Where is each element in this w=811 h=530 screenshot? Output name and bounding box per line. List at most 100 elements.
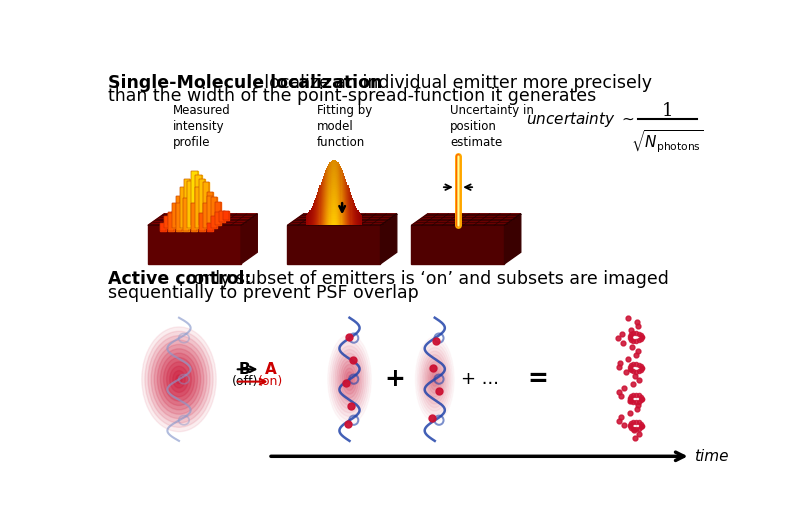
- Bar: [210, 216, 217, 228]
- Polygon shape: [504, 214, 520, 264]
- Polygon shape: [241, 214, 257, 264]
- Bar: [211, 197, 217, 223]
- Bar: [164, 216, 170, 228]
- Ellipse shape: [431, 372, 437, 386]
- Polygon shape: [380, 214, 397, 264]
- Bar: [191, 191, 198, 219]
- Ellipse shape: [337, 354, 362, 405]
- Polygon shape: [148, 225, 241, 264]
- Bar: [176, 196, 182, 225]
- Ellipse shape: [344, 368, 354, 391]
- Ellipse shape: [148, 335, 210, 423]
- Text: B: B: [238, 362, 251, 377]
- Bar: [183, 198, 189, 231]
- Ellipse shape: [340, 361, 358, 398]
- Bar: [222, 211, 229, 219]
- Bar: [191, 171, 197, 225]
- Text: A: A: [264, 362, 276, 377]
- Bar: [215, 202, 221, 219]
- Bar: [184, 202, 190, 219]
- Bar: [175, 203, 182, 231]
- Bar: [203, 202, 208, 228]
- Ellipse shape: [335, 349, 363, 409]
- Bar: [168, 214, 174, 231]
- Bar: [183, 179, 190, 225]
- Text: Fitting by
model
function: Fitting by model function: [316, 104, 371, 148]
- Bar: [200, 187, 205, 219]
- Bar: [195, 188, 201, 228]
- Text: Single-Molecule localization: Single-Molecule localization: [108, 74, 382, 92]
- Ellipse shape: [347, 376, 351, 383]
- Bar: [195, 175, 201, 223]
- Bar: [214, 212, 221, 225]
- Bar: [172, 210, 178, 223]
- Ellipse shape: [427, 365, 440, 393]
- Bar: [175, 203, 182, 231]
- Ellipse shape: [176, 375, 182, 384]
- Bar: [168, 212, 174, 225]
- Bar: [218, 210, 225, 223]
- Bar: [160, 223, 166, 231]
- Text: =: =: [526, 367, 547, 391]
- Bar: [199, 214, 204, 231]
- Ellipse shape: [173, 370, 185, 388]
- Text: than the width of the point-spread-function it generates: than the width of the point-spread-funct…: [108, 87, 595, 105]
- Ellipse shape: [161, 353, 197, 405]
- Text: +: +: [384, 367, 405, 391]
- Text: Uncertainty in
position
estimate: Uncertainty in position estimate: [449, 104, 534, 148]
- Bar: [195, 188, 201, 228]
- Bar: [168, 212, 174, 225]
- Text: $\sqrt{N_{\rm photons}}$: $\sqrt{N_{\rm photons}}$: [630, 128, 703, 155]
- Text: sequentially to prevent PSF overlap: sequentially to prevent PSF overlap: [108, 284, 418, 302]
- Bar: [168, 214, 174, 231]
- Bar: [206, 223, 212, 231]
- Bar: [222, 211, 229, 219]
- Bar: [183, 179, 190, 225]
- Bar: [215, 202, 221, 219]
- Bar: [172, 202, 178, 228]
- Bar: [203, 182, 209, 223]
- Bar: [176, 211, 182, 219]
- Polygon shape: [411, 225, 504, 264]
- Ellipse shape: [144, 331, 212, 427]
- Bar: [191, 171, 197, 225]
- Bar: [195, 175, 201, 223]
- Bar: [191, 191, 198, 219]
- Bar: [199, 214, 204, 231]
- Ellipse shape: [342, 365, 356, 394]
- Bar: [191, 203, 197, 231]
- Text: (on): (on): [258, 375, 283, 388]
- Ellipse shape: [338, 357, 360, 402]
- Bar: [179, 188, 186, 228]
- Ellipse shape: [432, 376, 436, 383]
- Ellipse shape: [169, 366, 188, 392]
- Text: + ...: + ...: [460, 370, 498, 388]
- Bar: [214, 212, 221, 225]
- Text: time: time: [693, 449, 728, 464]
- Bar: [211, 197, 217, 223]
- Bar: [207, 196, 212, 225]
- Bar: [199, 179, 205, 225]
- Ellipse shape: [151, 340, 207, 419]
- Ellipse shape: [142, 327, 216, 431]
- Ellipse shape: [157, 349, 200, 410]
- Bar: [203, 202, 208, 228]
- Ellipse shape: [423, 355, 445, 404]
- Text: only subset of emitters is ‘on’ and subsets are imaged: only subset of emitters is ‘on’ and subs…: [187, 270, 667, 288]
- Bar: [176, 211, 182, 219]
- Polygon shape: [287, 225, 380, 264]
- Ellipse shape: [426, 361, 442, 397]
- Bar: [164, 216, 170, 228]
- Bar: [187, 181, 193, 228]
- Bar: [218, 210, 225, 223]
- Text: $\mathit{uncertainty}\ \sim$: $\mathit{uncertainty}\ \sim$: [526, 110, 634, 129]
- Bar: [180, 197, 186, 223]
- Bar: [172, 210, 178, 223]
- Polygon shape: [148, 214, 257, 225]
- Ellipse shape: [345, 372, 353, 387]
- Bar: [176, 196, 182, 225]
- Ellipse shape: [424, 358, 444, 401]
- Bar: [207, 196, 212, 225]
- Bar: [199, 179, 205, 225]
- Bar: [180, 197, 186, 223]
